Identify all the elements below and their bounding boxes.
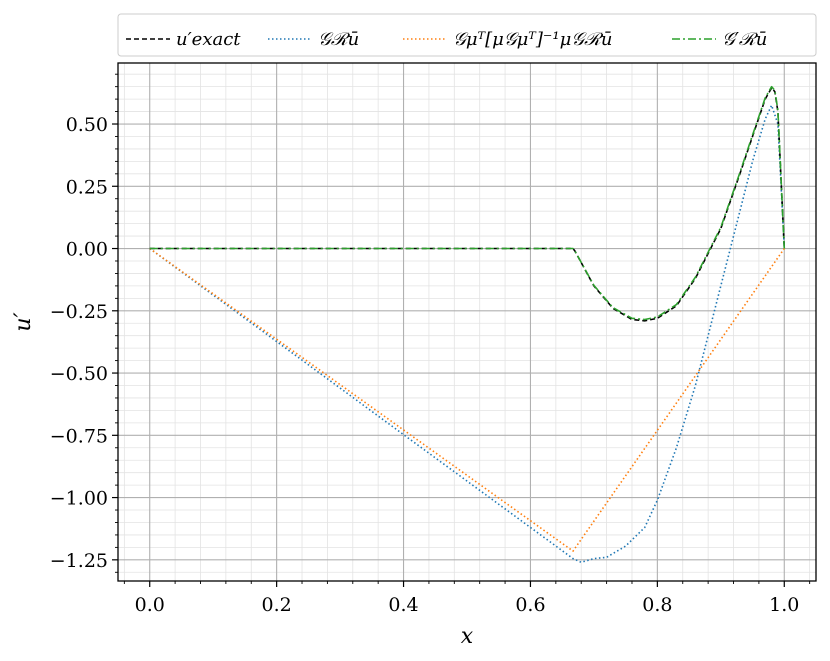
series-line-4 (149, 85, 786, 321)
series-line-2 (149, 104, 786, 564)
x-tick-label: 0.2 (262, 594, 292, 616)
plot-frame (117, 62, 817, 582)
series-line-3 (149, 247, 785, 552)
y-tick-label: −1.25 (50, 550, 108, 572)
x-tick-label: 0.0 (135, 594, 165, 616)
y-tick-label: 0.50 (66, 114, 108, 136)
legend-label: 𝒢μᵀ[μ𝒢μᵀ]⁻¹μ𝒢ℛū (453, 29, 613, 50)
x-tick-label: 0.6 (515, 594, 545, 616)
y-tick-label: −0.75 (50, 425, 108, 447)
legend-label: 𝒢ℛū (318, 29, 359, 50)
y-tick-label: −0.50 (50, 363, 108, 385)
x-tick-label: 1.0 (769, 594, 799, 616)
legend: u′exact 𝒢ℛū 𝒢μᵀ[μ𝒢μᵀ]⁻¹μ𝒢ℛū 𝒢′ℛū (117, 13, 817, 57)
legend-box (117, 13, 817, 57)
y-tick-label: 0.25 (66, 176, 108, 198)
x-tick-label: 0.4 (388, 594, 418, 616)
legend-label: 𝒢′ℛū (722, 29, 767, 50)
x-tick-label: 0.8 (642, 594, 672, 616)
x-axis-label: x (461, 624, 474, 649)
y-axis-label: u′ (11, 312, 36, 331)
y-tick-label: −0.25 (50, 301, 108, 323)
axis-ticks: 0.0 0.2 0.4 0.6 0.8 1.0 0.50 0.25 0.00 −0.25 −0.50… (50, 73, 811, 616)
legend-label: u′exact (176, 29, 241, 50)
y-tick-label: −1.00 (50, 488, 108, 510)
minor-grid (118, 63, 816, 581)
y-tick-label: 0.00 (66, 239, 108, 261)
series-line-1 (149, 87, 786, 322)
plot-series (149, 85, 786, 564)
